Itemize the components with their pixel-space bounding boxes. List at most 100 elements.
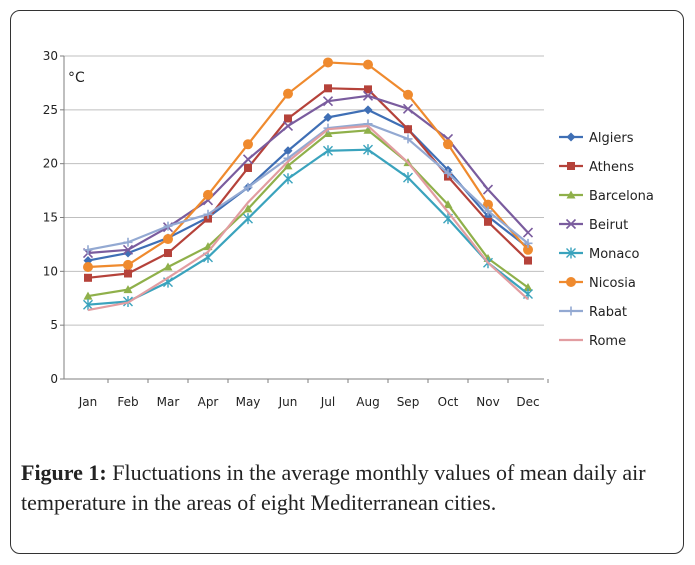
plus-marker [523, 238, 533, 248]
y-tick-label: 15 [43, 211, 58, 225]
circle-marker [123, 259, 133, 270]
square-marker [124, 269, 132, 278]
triangle-marker [243, 204, 253, 213]
x-tick-label: May [236, 395, 261, 409]
legend-label-beirut: Beirut [589, 218, 628, 233]
legend-label-nicosia: Nicosia [589, 276, 636, 291]
legend: Algiers Athens Barcelona Beirut Monaco Nicosi… [559, 131, 654, 349]
square-marker [567, 162, 575, 170]
x-tick-label: Mar [157, 395, 180, 409]
diamond-marker [566, 132, 576, 142]
star-marker [243, 213, 253, 225]
circle-marker [83, 262, 93, 273]
star-marker [363, 144, 373, 156]
circle-marker [243, 139, 253, 150]
legend-label-barcelona: Barcelona [589, 189, 654, 204]
star-marker [283, 173, 293, 185]
star-marker [403, 172, 413, 184]
square-marker [324, 84, 332, 93]
gridlines [64, 55, 544, 326]
series-line-barcelona [87, 129, 529, 298]
x-marker [282, 120, 294, 132]
plus-marker [163, 221, 173, 231]
series-line-rabat [87, 122, 529, 251]
x-tick-label: Dec [516, 395, 539, 409]
y-tick-label: 5 [50, 318, 58, 332]
x-tick-label: Aug [356, 395, 379, 409]
square-marker [84, 273, 92, 282]
line-chart: 0 5 10 15 20 25 30 °C Jan Feb Mar Apr May Jun Jul Aug Se… [43, 49, 654, 409]
star-marker [83, 299, 93, 311]
series-line-monaco [87, 148, 529, 306]
circle-marker [403, 89, 413, 100]
x-tick-label: Oct [438, 395, 459, 409]
y-tick-label: 0 [50, 372, 58, 386]
x-tick-label: Feb [117, 395, 138, 409]
x-marker [122, 244, 134, 255]
x-marker [362, 90, 374, 101]
square-marker [164, 249, 172, 258]
circle-marker [203, 189, 213, 200]
legend-label-monaco: Monaco [589, 247, 640, 262]
plus-marker [83, 245, 93, 255]
plus-marker [243, 182, 253, 192]
circle-marker [323, 57, 333, 68]
series-line-algiers [87, 108, 529, 262]
plus-marker [443, 168, 453, 178]
unit-label: °C [68, 70, 85, 86]
triangle-marker [443, 200, 453, 209]
triangle-marker [523, 282, 533, 291]
y-tick-label: 10 [43, 264, 58, 278]
plus-marker [403, 134, 413, 144]
diamond-marker [363, 105, 373, 115]
square-marker [364, 85, 372, 94]
x-tick-label: Apr [198, 395, 219, 409]
circle-marker [283, 88, 293, 99]
caption-text: Fluctuations in the average monthly valu… [21, 460, 646, 515]
legend-label-rome: Rome [589, 334, 626, 349]
series-line-athens [87, 87, 529, 279]
x-tick-label: Sep [397, 395, 420, 409]
x-tick-label: Jan [78, 395, 98, 409]
x-marker [565, 218, 577, 230]
x-marker [322, 96, 334, 107]
plus-marker [203, 209, 213, 219]
circle-marker [363, 59, 373, 70]
x-marker [242, 154, 254, 165]
plus-marker [483, 206, 493, 216]
diamond-marker [283, 146, 293, 156]
x-tick-label: Jun [278, 395, 298, 409]
y-tick-label: 20 [43, 157, 58, 171]
y-tick-label: 25 [43, 103, 58, 117]
legend-label-athens: Athens [589, 160, 634, 175]
triangle-marker [163, 262, 173, 271]
triangle-marker [83, 291, 93, 300]
star-marker [566, 247, 576, 259]
x-tick-label: Jul [320, 395, 335, 409]
triangle-marker [123, 285, 133, 294]
series-line-rome [87, 124, 529, 312]
diamond-marker [323, 112, 333, 122]
circle-marker [566, 277, 576, 287]
x-tick-label: Nov [476, 395, 499, 409]
square-marker [284, 114, 292, 123]
series-line-beirut [87, 94, 529, 255]
star-marker [323, 145, 333, 157]
square-marker [244, 163, 252, 172]
axes: 0 5 10 15 20 25 30 °C Jan Feb Mar Apr May Jun Jul Aug Se… [43, 49, 549, 409]
legend-label-rabat: Rabat [589, 305, 627, 320]
triangle-marker [363, 125, 373, 134]
x-marker [482, 184, 494, 195]
circle-marker [483, 199, 493, 210]
legend-label-algiers: Algiers [589, 131, 634, 146]
square-marker [404, 125, 412, 134]
circle-marker [523, 244, 533, 255]
triangle-marker [283, 161, 293, 170]
square-marker [484, 217, 492, 226]
figure-caption: Figure 1: Fluctuations in the average mo… [21, 458, 676, 518]
triangle-marker [323, 129, 333, 138]
x-marker [522, 227, 534, 238]
circle-marker [443, 139, 453, 150]
caption-label: Figure 1: [21, 460, 107, 485]
series-line-nicosia [87, 61, 529, 269]
